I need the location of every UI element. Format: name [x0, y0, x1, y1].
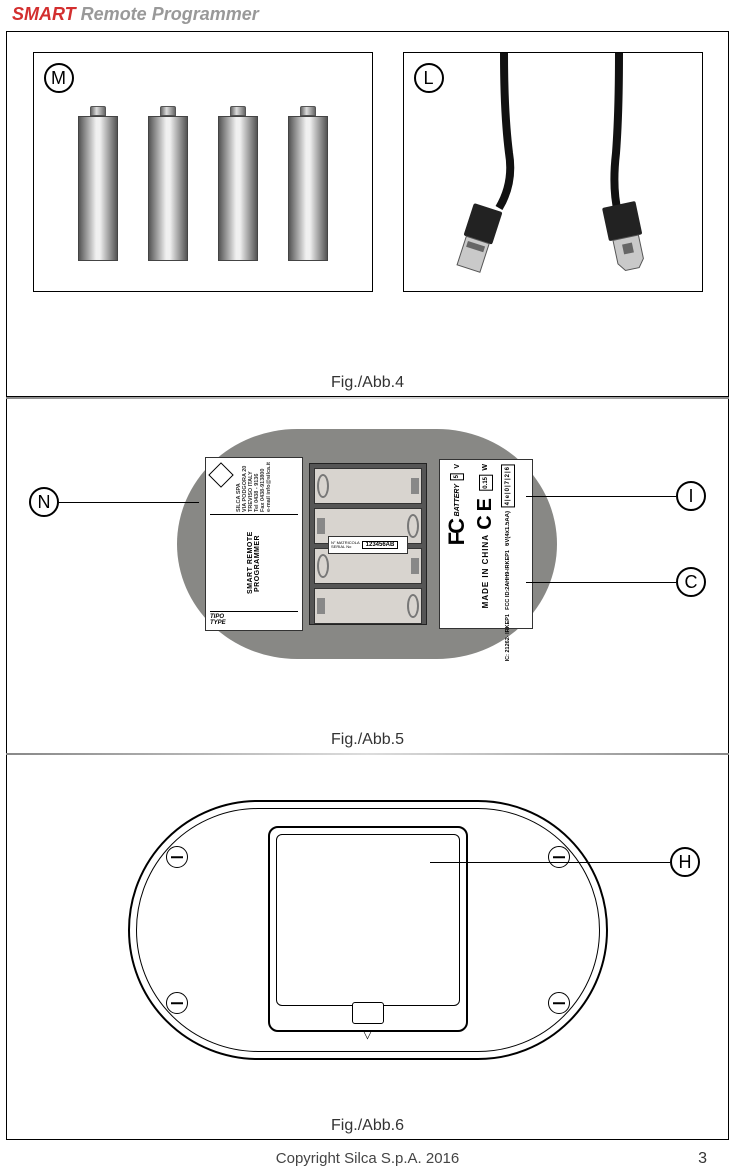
callout-line	[59, 502, 199, 503]
figure-6-caption: Fig./Abb.6	[7, 1105, 728, 1139]
plate-address: SILCA SPA VIA PODGORA 20 TREVISO ITALY T…	[236, 462, 272, 512]
callout-line	[430, 862, 670, 863]
page-number: 3	[698, 1150, 707, 1168]
label-battery: BATTERY	[454, 484, 461, 516]
callout-h: H	[670, 847, 700, 877]
compliance-label: V 5 BATTERY FC W 0.15 CE MADE IN CHINA	[439, 459, 533, 629]
figure-4-caption: Fig./Abb.4	[7, 362, 728, 396]
callout-line	[526, 496, 676, 497]
figure-6-panel: H Fig./Abb.6	[6, 755, 729, 1140]
figure-5-caption: Fig./Abb.5	[7, 719, 728, 753]
screw-icon	[166, 992, 188, 1014]
serial-label: N° MATRICOLA SERIAL No	[331, 541, 360, 549]
figure-6-content: H	[7, 755, 728, 1105]
label-cells: 4|e|0|7|2|6	[501, 464, 515, 507]
figure-4-panel: M L	[6, 31, 729, 397]
brand-name: SMART	[12, 4, 76, 24]
copyright-text: Copyright Silca S.p.A. 2016	[276, 1150, 459, 1167]
battery-slot	[314, 588, 422, 624]
device-outline	[128, 800, 608, 1060]
battery-icon	[78, 106, 118, 261]
callout-i: I	[676, 481, 706, 511]
screw-icon	[548, 992, 570, 1014]
fcc-logo-icon: FC	[444, 520, 470, 545]
figure-5-content: N I C SILCA SPA VIA PODGORA 20 TREVISO I…	[7, 399, 728, 719]
callout-line	[526, 582, 676, 583]
battery-icon	[288, 106, 328, 261]
label-v: V	[454, 464, 461, 469]
plate-model: SMART REMOTE PROGRAMMER	[210, 515, 298, 611]
figure-4-content: M L	[7, 32, 728, 362]
usb-cable-box: L	[403, 52, 703, 292]
silca-logo-icon	[208, 462, 233, 487]
batteries-box: M	[33, 52, 373, 292]
usb-cable-icon	[404, 53, 703, 292]
battery-bay: N° MATRICOLA SERIAL No 123456AB	[309, 463, 427, 625]
battery-icon	[148, 106, 188, 261]
page-header: SMART Remote Programmer	[0, 0, 735, 31]
battery-cover	[268, 826, 468, 1032]
screw-icon	[548, 846, 570, 868]
label-made-in: MADE IN CHINA	[481, 534, 490, 608]
plate-type-label: TIPO TYPE	[210, 611, 298, 626]
callout-c: C	[676, 567, 706, 597]
id-plate: SILCA SPA VIA PODGORA 20 TREVISO ITALY T…	[205, 457, 303, 631]
label-batt-detail: 6V(4x1.5AA)	[505, 511, 511, 546]
callout-m: M	[44, 63, 74, 93]
battery-cover-latch	[352, 1002, 384, 1024]
callout-l: L	[414, 63, 444, 93]
label-ic: IC: 21262- IRKEP1	[505, 614, 511, 661]
screw-icon	[166, 846, 188, 868]
ce-logo-icon: CE	[474, 494, 497, 530]
label-v-val: 5	[450, 473, 464, 480]
battery-icon	[218, 106, 258, 261]
page-footer: Copyright Silca S.p.A. 2016 3	[0, 1140, 735, 1167]
device-back: SILCA SPA VIA PODGORA 20 TREVISO ITALY T…	[177, 429, 557, 659]
figure-5-panel: N I C SILCA SPA VIA PODGORA 20 TREVISO I…	[6, 399, 729, 753]
product-name: Remote Programmer	[76, 4, 259, 24]
callout-n: N	[29, 487, 59, 517]
label-w-val: 0.15	[479, 475, 493, 491]
label-fcc-id: FCC ID:2AHH9-IRKEP1	[505, 550, 511, 610]
battery-slot	[314, 468, 422, 504]
serial-number: 123456AB	[362, 541, 399, 549]
label-w: W	[482, 464, 489, 471]
serial-sticker: N° MATRICOLA SERIAL No 123456AB	[328, 536, 408, 554]
